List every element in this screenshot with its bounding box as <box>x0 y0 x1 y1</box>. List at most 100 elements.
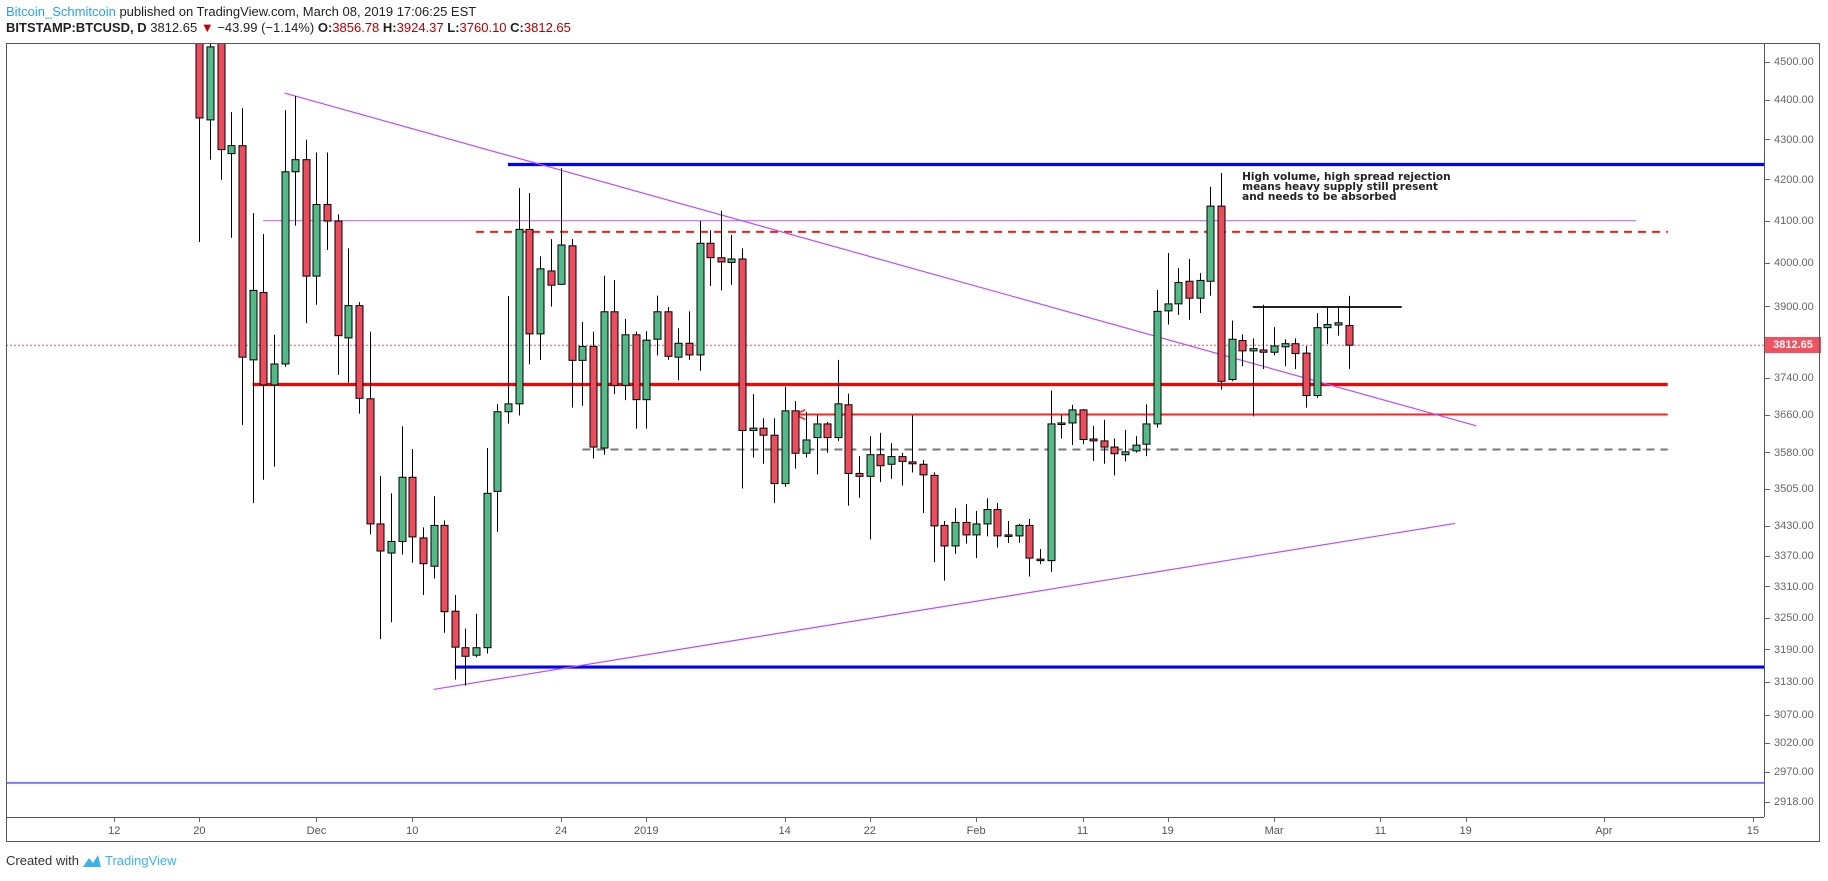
candle-up[interactable] <box>1047 423 1056 562</box>
candle-down[interactable] <box>844 404 853 474</box>
candle-down[interactable] <box>632 334 641 401</box>
candle-up[interactable] <box>1249 348 1258 352</box>
candle-up[interactable] <box>1228 338 1237 380</box>
candle-down[interactable] <box>738 258 747 431</box>
candle-down[interactable] <box>1259 349 1268 353</box>
candle-down[interactable] <box>770 434 779 485</box>
candle-up[interactable] <box>621 334 630 386</box>
candle-up[interactable] <box>1281 343 1290 348</box>
candle-up[interactable] <box>504 403 513 413</box>
candle-down[interactable] <box>408 476 417 538</box>
candle-up[interactable] <box>398 476 407 542</box>
candle-up[interactable] <box>493 411 502 492</box>
author-link[interactable]: Bitcoin_Schmitcoin <box>6 4 116 19</box>
candle-up[interactable] <box>1174 282 1183 305</box>
descending-trendline[interactable] <box>284 92 1477 427</box>
candle-up[interactable] <box>866 454 875 477</box>
candle-up[interactable] <box>515 228 524 405</box>
candle-down[interactable] <box>919 463 928 476</box>
candle-up[interactable] <box>696 242 705 356</box>
candle-down[interactable] <box>1345 325 1354 346</box>
candle-down[interactable] <box>908 461 917 465</box>
candle-up[interactable] <box>1142 423 1151 445</box>
candle-up[interactable] <box>281 171 290 365</box>
time-axis[interactable]: 12 20 Dec 10 24 2019 14 22 Feb 11 19 Mar 11 19 Apr 15 <box>6 817 1764 843</box>
candle-up[interactable] <box>813 423 822 439</box>
chart-plot-area[interactable]: High volume, high spread rejection means… <box>6 43 1764 817</box>
candle-up[interactable] <box>727 258 736 263</box>
candle-up[interactable] <box>312 203 321 277</box>
candle-down[interactable] <box>1217 205 1226 382</box>
candle-down[interactable] <box>1291 343 1300 355</box>
candle-up[interactable] <box>291 159 300 173</box>
candle-up[interactable] <box>951 521 960 547</box>
candle-down[interactable] <box>1100 440 1109 448</box>
candle-down[interactable] <box>302 159 311 277</box>
candle-down[interactable] <box>962 521 971 536</box>
candle-up[interactable] <box>653 311 662 340</box>
candle-up[interactable] <box>1121 451 1130 456</box>
candle-down[interactable] <box>1110 446 1119 455</box>
candle-up[interactable] <box>387 540 396 554</box>
candle-down[interactable] <box>717 257 726 263</box>
candle-up[interactable] <box>578 345 587 361</box>
candle-up[interactable] <box>1132 444 1141 452</box>
candle-up[interactable] <box>887 456 896 465</box>
candle-up[interactable] <box>1068 409 1077 424</box>
candle-down[interactable] <box>259 292 268 386</box>
candle-down[interactable] <box>610 311 619 386</box>
candle-down[interactable] <box>195 43 204 119</box>
candle-down[interactable] <box>376 523 385 552</box>
price-axis[interactable]: 4500.00 4400.00 4300.00 4200.00 4100.00 4000.… <box>1764 43 1821 817</box>
candle-down[interactable] <box>898 456 907 462</box>
candle-up[interactable] <box>1196 279 1205 299</box>
candle-down[interactable] <box>238 145 247 358</box>
candle-up[interactable] <box>1323 324 1332 329</box>
candle-down[interactable] <box>451 610 460 648</box>
candle-down[interactable] <box>685 342 694 356</box>
candle-down[interactable] <box>855 472 864 477</box>
candle-up[interactable] <box>1206 205 1215 282</box>
candle-up[interactable] <box>1153 310 1162 425</box>
candle-down[interactable] <box>461 647 470 657</box>
candle-down[interactable] <box>568 245 577 361</box>
candle-down[interactable] <box>1036 558 1045 562</box>
candle-down[interactable] <box>366 398 375 525</box>
candle-up[interactable] <box>1057 422 1066 425</box>
candle-up[interactable] <box>600 311 609 449</box>
candle-up[interactable] <box>674 342 683 358</box>
candle-down[interactable] <box>334 220 343 337</box>
candle-up[interactable] <box>483 492 492 649</box>
candle-up[interactable] <box>344 305 353 339</box>
chart-annotation[interactable]: High volume, high spread rejection means… <box>1242 172 1450 203</box>
candle-up[interactable] <box>749 427 758 431</box>
candle-down[interactable] <box>940 524 949 547</box>
candle-down[interactable] <box>1185 280 1194 299</box>
candle-down[interactable] <box>759 427 768 436</box>
candle-down[interactable] <box>1079 409 1088 440</box>
candle-up[interactable] <box>430 524 439 567</box>
candle-up[interactable] <box>972 523 981 536</box>
candle-down[interactable] <box>930 474 939 527</box>
candle-up[interactable] <box>642 339 651 401</box>
candle-down[interactable] <box>547 270 556 286</box>
candle-down[interactable] <box>993 509 1002 537</box>
candle-up[interactable] <box>249 289 258 361</box>
candle-up[interactable] <box>1270 345 1279 353</box>
candle-down[interactable] <box>323 203 332 222</box>
candle-down[interactable] <box>525 228 534 335</box>
candle-down[interactable] <box>791 410 800 454</box>
candle-up[interactable] <box>1015 524 1024 537</box>
candle-down[interactable] <box>1004 534 1013 537</box>
candle-down[interactable] <box>876 454 885 467</box>
candle-down[interactable] <box>664 311 673 357</box>
candle-down[interactable] <box>1238 340 1247 352</box>
candle-down[interactable] <box>589 345 598 448</box>
candle-down[interactable] <box>1302 352 1311 397</box>
candle-up[interactable] <box>472 647 481 656</box>
candle-down[interactable] <box>706 242 715 259</box>
candlestick-chart[interactable] <box>6 43 1764 817</box>
candle-up[interactable] <box>1334 322 1343 326</box>
candle-up[interactable] <box>1313 327 1322 397</box>
candle-up[interactable] <box>227 145 236 155</box>
